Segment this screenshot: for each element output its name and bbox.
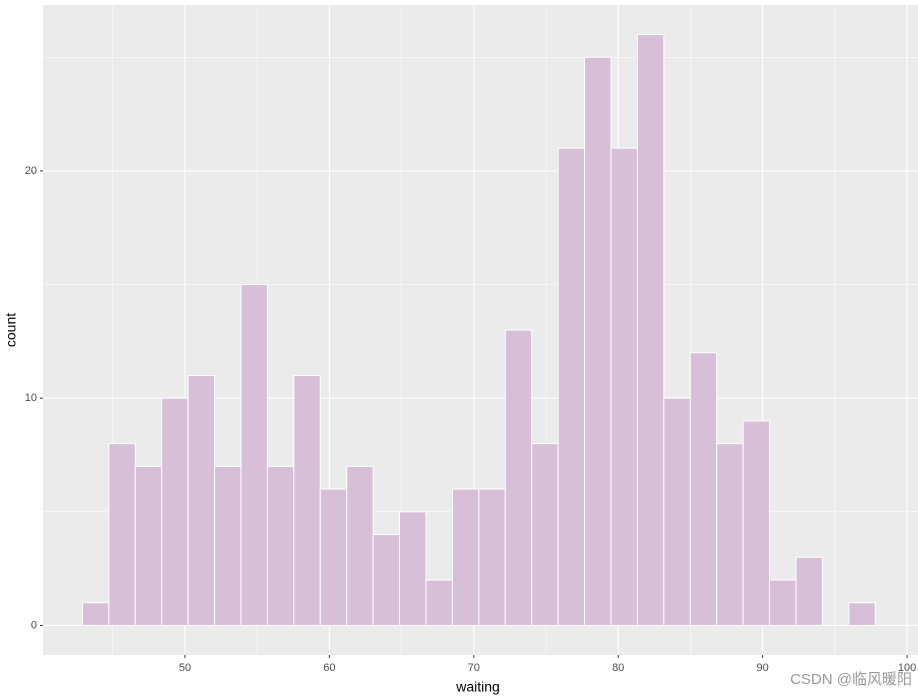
bar [584, 56, 612, 626]
bar [557, 147, 586, 626]
bar [346, 465, 374, 626]
watermark: CSDN @临风暖阳 [790, 671, 912, 688]
bar [504, 329, 533, 626]
y-tick-label: 20 [25, 165, 37, 177]
x-axis-title: waiting [455, 679, 500, 695]
bar [716, 443, 744, 626]
bar [689, 352, 718, 626]
x-tick-label: 60 [323, 662, 335, 674]
bar [531, 443, 559, 626]
bar [134, 465, 163, 626]
bar [795, 556, 823, 626]
bar [425, 579, 453, 626]
bar [319, 488, 348, 626]
bar [293, 374, 321, 626]
bar [372, 534, 401, 626]
bar [663, 397, 691, 626]
bar [266, 465, 295, 626]
x-tick-label: 80 [612, 662, 624, 674]
bar [742, 420, 771, 626]
bar [187, 374, 216, 626]
x-tick-label: 100 [898, 662, 916, 674]
bar [478, 488, 506, 626]
bar [451, 488, 480, 626]
bar [240, 284, 268, 626]
y-axis-title: count [3, 313, 19, 347]
y-tick-label: 10 [25, 392, 37, 404]
bar [81, 602, 110, 626]
bar [214, 465, 242, 626]
bar [636, 34, 665, 626]
bar [161, 397, 189, 626]
bar [610, 147, 638, 626]
bar [108, 443, 136, 626]
bar [848, 602, 876, 626]
y-tick-label: 0 [31, 619, 37, 631]
x-tick-label: 90 [756, 662, 768, 674]
x-tick-label: 70 [468, 662, 480, 674]
bar [769, 579, 797, 626]
x-tick-label: 50 [179, 662, 191, 674]
bar [399, 511, 427, 626]
